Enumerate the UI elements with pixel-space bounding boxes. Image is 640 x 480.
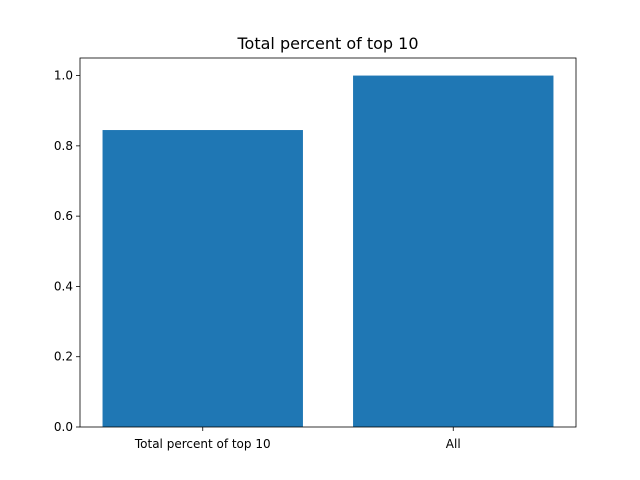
y-tick-label-2: 0.4 xyxy=(54,279,73,293)
bar-1 xyxy=(353,75,554,428)
x-tick-label-1: All xyxy=(446,437,461,451)
axes-frame xyxy=(79,57,577,428)
chart-title: Total percent of top 10 xyxy=(237,34,419,53)
y-tick-label-5: 1.0 xyxy=(54,69,73,83)
y-tick-label-0: 0.0 xyxy=(54,420,73,434)
bars-group xyxy=(102,75,554,428)
y-tick-label-4: 0.8 xyxy=(54,139,73,153)
y-tick-label-1: 0.2 xyxy=(54,350,73,364)
x-tick-label-0: Total percent of top 10 xyxy=(134,437,271,451)
x-axis: Total percent of top 10 All xyxy=(134,427,461,451)
y-axis: 0.0 0.2 0.4 0.6 0.8 1.0 xyxy=(54,69,80,434)
y-tick-label-3: 0.6 xyxy=(54,209,73,223)
bar-0 xyxy=(102,130,303,428)
